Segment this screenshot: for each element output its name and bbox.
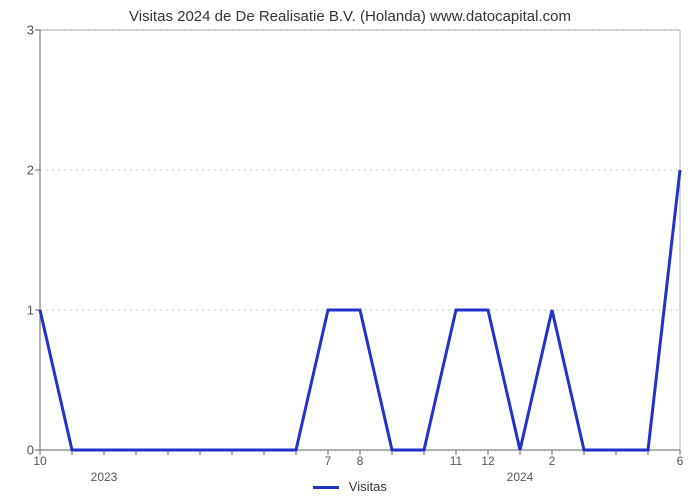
y-tick-label: 1	[27, 303, 40, 318]
x-tick-label: 8	[357, 450, 364, 468]
y-tick-label: 3	[27, 23, 40, 38]
y-tick-label: 2	[27, 163, 40, 178]
x-tick-label: 2	[549, 450, 556, 468]
plot-area: 0123107811122620232024	[40, 30, 680, 450]
x-tick-label: 6	[677, 450, 684, 468]
x-tick-label: 11	[450, 450, 462, 468]
chart-container: Visitas 2024 de De Realisatie B.V. (Hola…	[0, 0, 700, 500]
legend-swatch	[313, 486, 339, 489]
x-tick-label: 7	[325, 450, 332, 468]
chart-svg	[40, 30, 680, 450]
x-tick-label: 10	[33, 450, 46, 468]
x-tick-label: 12	[481, 450, 494, 468]
chart-title: Visitas 2024 de De Realisatie B.V. (Hola…	[0, 8, 700, 25]
legend-label: Visitas	[349, 479, 387, 494]
legend: Visitas	[0, 479, 700, 494]
